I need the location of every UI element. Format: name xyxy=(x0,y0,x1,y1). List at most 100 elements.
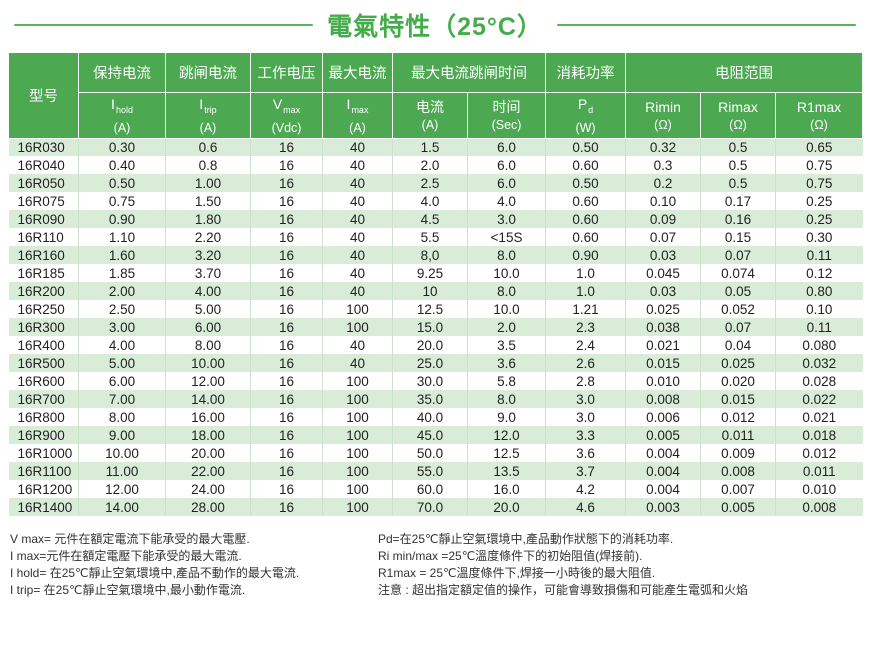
value-cell: 2.20 xyxy=(165,228,251,247)
value-cell: 6.00 xyxy=(165,318,251,337)
table-row: 16R075 0.75 1.50 16 40 4.0 4.0 0.60 0.10 0.17 0.25 xyxy=(8,192,863,211)
unit-label: (W) xyxy=(575,120,596,135)
model-cell: 16R075 xyxy=(8,192,79,211)
table-row: 16R1100 11.00 22.00 16 100 55.0 13.5 3.7 0.004 0.… xyxy=(8,462,863,481)
value-cell: 0.75 xyxy=(774,174,863,193)
table-row: 16R030 0.30 0.6 16 40 1.5 6.0 0.50 0.32 0.5 0.65 xyxy=(8,138,863,157)
value-cell: 40 xyxy=(322,192,393,211)
value-cell: 16 xyxy=(250,444,323,463)
column-group-max-current-trip-time: 最大电流跳闸时间 xyxy=(392,52,546,93)
column-group-power-dissipation: 消耗功率 xyxy=(545,52,626,93)
value-cell: 0.012 xyxy=(700,408,776,427)
value-cell: 0.50 xyxy=(545,138,626,157)
unit-label: (Ω) xyxy=(810,117,828,132)
value-cell: 0.30 xyxy=(774,228,863,247)
note-line: I hold= 在25℃靜止空氣環境中,產品不動作的最大電流. xyxy=(10,566,300,581)
table-row: 16R800 8.00 16.00 16 100 40.0 9.0 3.0 0.006 0.012… xyxy=(8,408,863,427)
value-cell: 16 xyxy=(250,372,323,391)
column-group-resistance-range: 电阻范围 xyxy=(624,52,864,93)
value-cell: 100 xyxy=(322,318,393,337)
model-cell: 16R200 xyxy=(8,282,79,301)
table-header: 型号 保持电流 跳闸电流 工作电压 最大电流 最大电流跳闸时间 消耗功率 电阻范… xyxy=(8,52,864,139)
model-cell: 16R700 xyxy=(8,390,79,409)
value-cell: 8.0 xyxy=(467,390,546,409)
table-row: 16R700 7.00 14.00 16 100 35.0 8.0 3.0 0.008 0.015… xyxy=(8,390,863,409)
value-cell: 40 xyxy=(322,156,393,175)
value-cell: 0.50 xyxy=(545,174,626,193)
table-row: 16R900 9.00 18.00 16 100 45.0 12.0 3.3 0.005 0.01… xyxy=(8,426,863,445)
value-cell: 0.09 xyxy=(625,210,701,229)
model-cell: 16R030 xyxy=(8,138,79,157)
value-cell: 16 xyxy=(250,264,323,283)
value-cell: 16 xyxy=(250,462,323,481)
value-cell: 4.5 xyxy=(392,210,468,229)
table-row: 16R200 2.00 4.00 16 40 10 8.0 1.0 0.03 0.05 0.80 xyxy=(8,282,863,301)
value-cell: 0.11 xyxy=(774,246,863,265)
subheader-ihold: Ihold (A) xyxy=(78,92,166,139)
column-group-max-current: 最大电流 xyxy=(322,52,393,93)
value-cell: 0.60 xyxy=(545,192,626,211)
value-cell: 20.0 xyxy=(467,498,546,517)
value-cell: 0.074 xyxy=(700,264,776,283)
model-cell: 16R1400 xyxy=(8,498,79,517)
note-line: R1max = 25℃溫度條件下,焊接一小時後的最大阻值. xyxy=(378,566,656,581)
subheader-trip-current: 电流 (A) xyxy=(392,92,468,139)
value-cell: 28.00 xyxy=(165,498,251,517)
title-line-left xyxy=(14,24,314,26)
table-row: 16R500 5.00 10.00 16 40 25.0 3.6 2.6 0.015 0.025 0… xyxy=(8,354,863,373)
value-cell: 0.021 xyxy=(774,408,863,427)
value-cell: 6.0 xyxy=(467,138,546,157)
value-cell: 40 xyxy=(322,264,393,283)
value-cell: 2.4 xyxy=(545,336,626,355)
value-cell: 9.25 xyxy=(392,264,468,283)
value-cell: 5.00 xyxy=(78,354,166,373)
value-cell: 0.025 xyxy=(700,354,776,373)
value-cell: 35.0 xyxy=(392,390,468,409)
value-cell: 0.12 xyxy=(774,264,863,283)
value-cell: 24.00 xyxy=(165,480,251,499)
value-cell: 0.90 xyxy=(545,246,626,265)
column-group-hold-current: 保持电流 xyxy=(78,52,166,93)
value-cell: 0.07 xyxy=(625,228,701,247)
table-row: 16R600 6.00 12.00 16 100 30.0 5.8 2.8 0.010 0.020… xyxy=(8,372,863,391)
model-cell: 16R600 xyxy=(8,372,79,391)
table-row: 16R1400 14.00 28.00 16 100 70.0 20.0 4.6 0.003 0.… xyxy=(8,498,863,517)
value-cell: 40 xyxy=(322,228,393,247)
value-cell: 8.00 xyxy=(78,408,166,427)
table-row: 16R050 0.50 1.00 16 40 2.5 6.0 0.50 0.2 0.5 0.75 xyxy=(8,174,863,193)
value-cell: 0.07 xyxy=(700,318,776,337)
value-cell: 0.03 xyxy=(625,246,701,265)
value-cell: 3.3 xyxy=(545,426,626,445)
value-cell: 4.6 xyxy=(545,498,626,517)
value-cell: 16 xyxy=(250,156,323,175)
value-cell: 18.00 xyxy=(165,426,251,445)
table-row: 16R040 0.40 0.8 16 40 2.0 6.0 0.60 0.3 0.5 0.75 xyxy=(8,156,863,175)
value-cell: 0.17 xyxy=(700,192,776,211)
value-cell: 16 xyxy=(250,336,323,355)
value-cell: 0.004 xyxy=(625,444,701,463)
value-cell: 0.004 xyxy=(625,462,701,481)
value-cell: 12.00 xyxy=(78,480,166,499)
value-cell: 10.00 xyxy=(78,444,166,463)
value-cell: 12.5 xyxy=(392,300,468,319)
subheader-imax: Imax (A) xyxy=(322,92,393,139)
value-cell: 14.00 xyxy=(165,390,251,409)
value-cell: 3.70 xyxy=(165,264,251,283)
value-cell: 0.011 xyxy=(774,462,863,481)
subheader-rimin: Rimin (Ω) xyxy=(625,92,701,139)
value-cell: 14.00 xyxy=(78,498,166,517)
model-cell: 16R050 xyxy=(8,174,79,193)
value-cell: 0.009 xyxy=(700,444,776,463)
value-cell: 40 xyxy=(322,336,393,355)
value-cell: 0.011 xyxy=(700,426,776,445)
value-cell: 16 xyxy=(250,390,323,409)
value-cell: 16 xyxy=(250,318,323,337)
value-cell: 11.00 xyxy=(78,462,166,481)
value-cell: 6.0 xyxy=(467,174,546,193)
value-cell: 100 xyxy=(322,444,393,463)
column-header-model: 型号 xyxy=(8,52,79,139)
value-cell: 6.00 xyxy=(78,372,166,391)
value-cell: 16.00 xyxy=(165,408,251,427)
unit-label: (A) xyxy=(421,117,439,132)
